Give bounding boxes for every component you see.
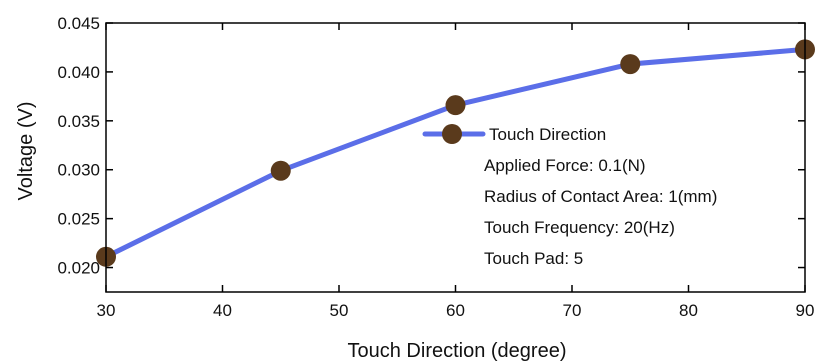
data-point [620,54,641,75]
y-axis-ticks: 0.020 0.025 0.030 0.035 0.040 0.045 [57,14,805,278]
legend-note-touch-frequency: Touch Frequency: 20(Hz) [484,218,675,237]
y-tick-label: 0.035 [57,112,100,131]
legend-note-applied-force: Applied Force: 0.1(N) [484,156,646,175]
y-axis-title: Voltage (V) [15,102,37,201]
x-tick-label: 80 [679,301,698,320]
x-tick-label: 50 [330,301,349,320]
y-tick-label: 0.045 [57,14,100,33]
legend-marker-swatch [442,124,462,144]
legend-note-touch-pad: Touch Pad: 5 [484,249,583,268]
data-point [445,95,466,116]
plot-frame [105,22,806,293]
y-tick-label: 0.040 [57,63,100,82]
y-tick-label: 0.030 [57,161,100,180]
data-point [270,160,291,181]
x-axis-ticks: 30 40 50 60 70 80 90 [97,23,815,320]
x-tick-label: 70 [563,301,582,320]
x-axis-title: Touch Direction (degree) [348,340,567,362]
y-tick-label: 0.025 [57,210,100,229]
x-tick-label: 40 [213,301,232,320]
x-tick-label: 60 [446,301,465,320]
series-layer [96,39,815,267]
y-tick-label: 0.020 [57,259,100,278]
legend-entry-label: Touch Direction [489,125,606,144]
legend: Touch Direction Applied Force: 0.1(N) Ra… [422,124,717,268]
series-line [103,46,808,260]
legend-note-contact-radius: Radius of Contact Area: 1(mm) [484,187,717,206]
x-tick-label: 90 [796,301,815,320]
x-tick-label: 30 [97,301,116,320]
